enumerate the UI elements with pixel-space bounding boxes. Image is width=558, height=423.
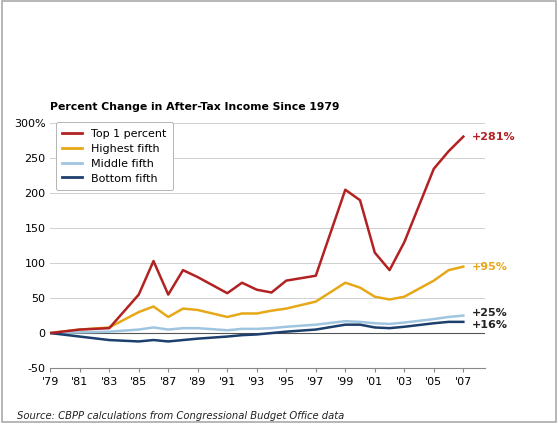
Text: Percent Change in After-Tax Income Since 1979: Percent Change in After-Tax Income Since… [50,102,340,112]
Text: FIGURE 1:: FIGURE 1: [238,11,320,26]
Text: Income Gains at the Top Dwarf Those of
Low- and Middle-Income Households: Income Gains at the Top Dwarf Those of L… [99,46,459,80]
Legend: Top 1 percent, Highest fifth, Middle fifth, Bottom fifth: Top 1 percent, Highest fifth, Middle fif… [56,122,174,190]
Text: +25%: +25% [472,308,508,318]
Text: +281%: +281% [472,132,516,142]
Text: +16%: +16% [472,320,508,330]
Text: Source: CBPP calculations from Congressional Budget Office data: Source: CBPP calculations from Congressi… [17,411,344,421]
Text: +95%: +95% [472,262,508,272]
